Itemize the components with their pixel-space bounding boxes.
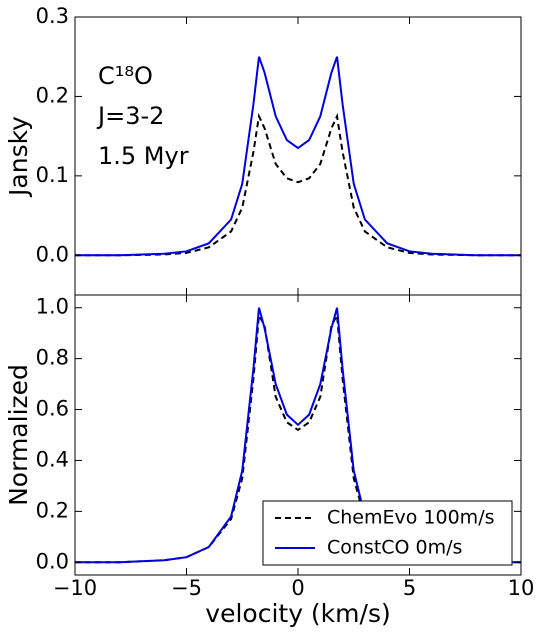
y-tick-label: 0.3 bbox=[36, 4, 69, 28]
y-axis-label: Normalized bbox=[4, 364, 33, 506]
x-tick-label: −10 bbox=[53, 576, 97, 600]
x-axis-label: velocity (km/s) bbox=[205, 599, 390, 628]
legend-box bbox=[262, 500, 513, 566]
y-tick-label: 0.4 bbox=[36, 447, 69, 471]
x-tick-label: −5 bbox=[171, 576, 202, 600]
y-tick-label: 0.0 bbox=[36, 242, 69, 266]
data-line bbox=[75, 311, 521, 564]
y-axis-label: Jansky bbox=[4, 116, 33, 198]
y-tick-label: 0.2 bbox=[36, 498, 69, 522]
legend-label: ConstCO 0m/s bbox=[327, 537, 462, 559]
data-line bbox=[75, 56, 521, 257]
y-tick-label: 0.0 bbox=[36, 549, 69, 573]
data-line bbox=[75, 112, 521, 257]
y-tick-label: 0.8 bbox=[36, 346, 69, 370]
y-tick-label: 0.6 bbox=[36, 397, 69, 421]
x-tick-label: 0 bbox=[291, 576, 304, 600]
legend: ChemEvo 100m/s ConstCO 0m/s bbox=[262, 500, 513, 566]
y-tick-label: 1.0 bbox=[36, 295, 69, 319]
x-tick-label: 10 bbox=[508, 576, 535, 600]
annotation: C¹⁸O bbox=[98, 62, 153, 90]
y-tick-label: 0.2 bbox=[36, 83, 69, 107]
y-tick-label: 0.1 bbox=[36, 163, 69, 187]
annotation: J=3-2 bbox=[96, 102, 164, 130]
x-tick-label: 5 bbox=[403, 576, 416, 600]
annotation: 1.5 Myr bbox=[98, 142, 189, 170]
legend-label: ChemEvo 100m/s bbox=[327, 507, 495, 529]
